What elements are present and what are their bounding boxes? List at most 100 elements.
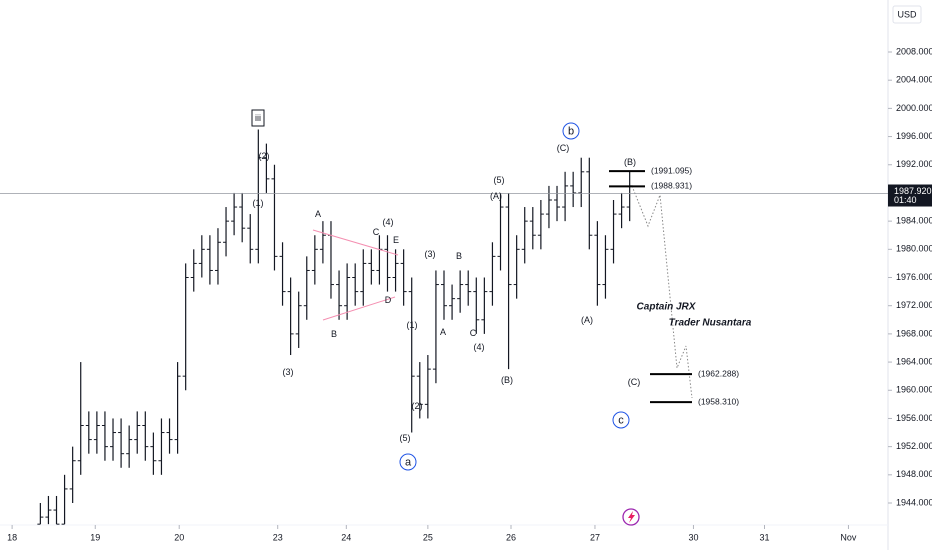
wave-label: D — [385, 295, 392, 305]
wave-label: (2) — [412, 401, 423, 411]
price-bar — [295, 291, 302, 348]
price-bar — [158, 418, 165, 475]
wave-label: c — [618, 414, 624, 426]
price-bar — [174, 362, 181, 454]
wave-label: (C) — [557, 143, 570, 153]
price-bar — [77, 362, 84, 475]
price-bar — [521, 207, 528, 264]
wave-label: (1) — [407, 320, 418, 330]
wave-label: (4) — [383, 217, 394, 227]
x-tick-label: 20 — [174, 532, 184, 542]
price-bar — [61, 474, 68, 525]
price-bar — [424, 355, 431, 419]
price-bar — [287, 277, 294, 356]
price-bar — [392, 249, 399, 292]
price-bar — [441, 270, 447, 320]
y-tick-label: 1944.000 — [896, 497, 932, 507]
price-bar — [408, 277, 415, 433]
price-bar — [505, 192, 512, 370]
price-bar — [190, 249, 197, 292]
y-tick-label: 1992.000 — [896, 159, 932, 169]
current-price-label: 1987.920 — [894, 186, 932, 196]
price-bar — [562, 171, 569, 222]
price-bar — [263, 143, 270, 193]
x-tick-label: 27 — [590, 532, 600, 542]
wave-label: E — [393, 235, 399, 245]
wave-label: (C) — [628, 377, 641, 387]
y-tick-label: 2008.000 — [896, 46, 932, 56]
level-label: (1962.288) — [698, 368, 739, 378]
price-bar — [465, 270, 472, 306]
plot — [37, 129, 633, 525]
wave-label: C — [470, 328, 477, 338]
x-tick-label: 31 — [759, 532, 769, 542]
price-bar — [319, 221, 326, 264]
y-tick-label: 1984.000 — [896, 216, 932, 226]
price-bar — [384, 235, 391, 292]
price-bar — [586, 157, 593, 250]
price-bar — [126, 425, 133, 468]
price-bar — [53, 495, 60, 525]
x-tick-label: Nov — [840, 532, 857, 542]
x-tick-label: 25 — [423, 532, 433, 542]
currency-box[interactable] — [892, 5, 922, 24]
level-label: (1988.931) — [651, 181, 692, 191]
y-tick-label: 1956.000 — [896, 413, 932, 423]
y-tick-label: 2000.000 — [896, 103, 932, 113]
price-bar — [223, 207, 230, 257]
price-bar — [255, 129, 262, 264]
x-tick-label: 19 — [90, 532, 100, 542]
price-bar — [69, 446, 76, 504]
level-label: (1958.310) — [698, 396, 739, 406]
price-bar — [449, 284, 456, 320]
signature: Captain JRX — [637, 302, 697, 313]
price-bar — [118, 418, 125, 468]
current-price-box — [888, 184, 932, 207]
price-bar — [239, 192, 246, 243]
price-bar — [45, 495, 52, 525]
price-bar — [618, 192, 625, 229]
wave-label: (3) — [283, 367, 294, 377]
price-bar — [198, 235, 205, 278]
wave-circle — [399, 453, 417, 471]
price-bar — [231, 192, 238, 236]
signature: Trader Nusantara — [669, 318, 752, 329]
price-bar — [537, 199, 544, 250]
price-bar — [352, 263, 359, 306]
price-bar — [336, 270, 343, 320]
price-bar — [360, 249, 367, 306]
price-bar — [497, 192, 504, 271]
price-bar — [311, 235, 318, 285]
wave-label: (B) — [624, 157, 636, 167]
price-bar — [93, 411, 100, 454]
price-bar — [570, 171, 577, 208]
y-tick-label: 1996.000 — [896, 131, 932, 141]
price-bar — [150, 432, 157, 475]
wave-label: (4) — [474, 342, 485, 352]
price-bar — [489, 242, 496, 306]
y-tick-label: 1976.000 — [896, 272, 932, 282]
price-bar — [271, 164, 278, 271]
wave-label: (1) — [253, 198, 264, 208]
wave-label: b — [568, 125, 574, 137]
price-bar — [513, 235, 520, 299]
y-tick-label: 1980.000 — [896, 244, 932, 254]
price-bar — [206, 235, 213, 285]
price-bar — [247, 214, 254, 264]
level-label: (1991.095) — [651, 165, 692, 175]
wave-circle — [612, 411, 630, 429]
price-bar — [578, 157, 585, 208]
event-bolt — [628, 511, 635, 523]
triangle-upper — [312, 229, 399, 256]
price-bar — [85, 411, 92, 454]
wave-label: B — [331, 329, 337, 339]
wave-circle — [562, 122, 580, 140]
price-bar — [457, 270, 464, 313]
price-bar — [481, 277, 488, 334]
y-tick-label: 1964.000 — [896, 356, 932, 366]
wave-label: iii — [255, 113, 261, 123]
price-bar — [37, 503, 44, 525]
price-bar — [400, 249, 407, 306]
